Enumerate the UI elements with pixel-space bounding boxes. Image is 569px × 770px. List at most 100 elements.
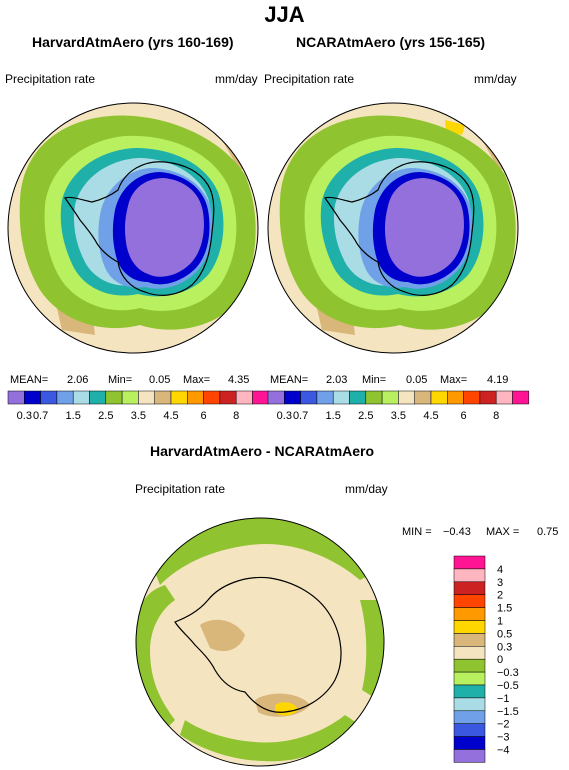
diff-colorbar-tick-label: −1 xyxy=(497,693,510,705)
right-panel-variable: Precipitation rate xyxy=(264,72,355,86)
left-colorbar-swatch xyxy=(170,390,188,405)
diff-colorbar-swatch xyxy=(453,697,486,712)
diff-max-label: MAX = xyxy=(486,526,520,538)
diff-colorbar-swatch xyxy=(453,555,486,570)
right-colorbar-tick-label: 4.5 xyxy=(423,410,438,422)
left-panel-title: HarvardAtmAero (yrs 160-169) xyxy=(32,34,234,50)
diff-panel-title: HarvardAtmAero - NCARAtmAero xyxy=(150,443,375,459)
diff-colorbar-swatch xyxy=(453,594,486,608)
left-colorbar-swatch xyxy=(72,390,90,405)
left-map xyxy=(8,103,258,353)
right-mean-label: MEAN= xyxy=(270,374,309,386)
left-min-value: 0.05 xyxy=(149,374,171,386)
diff-colorbar-swatch xyxy=(453,607,486,621)
left-colorbar-tick-label: 8 xyxy=(233,410,239,422)
right-panel-title: NCARAtmAero (yrs 156-165) xyxy=(296,34,486,50)
diff-min-value: −0.43 xyxy=(443,526,471,538)
diff-map-background xyxy=(136,518,384,766)
diff-colorbar-tick-label: 1.5 xyxy=(497,603,512,615)
diff-green-right xyxy=(360,600,384,700)
diff-min-label: MIN = xyxy=(402,526,432,538)
left-colorbar-swatch xyxy=(252,390,270,405)
right-colorbar-tick-label: 0.3 xyxy=(277,410,292,422)
diff-colorbar-tick-label: −1.5 xyxy=(497,706,519,718)
right-colorbar-tick-label: 1.5 xyxy=(326,410,341,422)
diff-colorbar-tick-label: −2 xyxy=(497,719,510,731)
left-colorbar-swatch xyxy=(121,390,139,405)
diff-colorbar-tick-label: 2 xyxy=(497,590,503,602)
right-colorbar-swatch xyxy=(284,390,301,405)
left-max-value: 4.35 xyxy=(228,374,250,386)
right-min-value: 0.05 xyxy=(406,374,428,386)
diff-colorbar-tick-label: 0.5 xyxy=(497,628,512,640)
diff-colorbar-swatch xyxy=(453,568,486,583)
left-colorbar-swatch xyxy=(203,390,221,405)
right-max-value: 4.19 xyxy=(487,374,509,386)
right-purple-core xyxy=(384,178,464,277)
diff-green-bottom xyxy=(180,715,360,762)
left-colorbar-tick-label: 6 xyxy=(201,410,207,422)
right-colorbar-tick-label: 8 xyxy=(493,410,499,422)
right-colorbar-swatch xyxy=(381,390,399,405)
right-colorbar-tick-label: 2.5 xyxy=(358,410,373,422)
left-colorbar-tick-label: 4.5 xyxy=(163,410,178,422)
diff-colorbar-swatch xyxy=(453,684,486,699)
right-colorbar-swatch xyxy=(447,390,464,405)
diff-colorbar-swatch xyxy=(453,723,486,737)
diff-map-frame xyxy=(135,517,385,767)
right-colorbar-swatch xyxy=(512,390,530,405)
right-colorbar-tick-label: 3.5 xyxy=(391,410,406,422)
diff-colorbar-swatch xyxy=(453,633,486,647)
diff-colorbar-tick-label: 1 xyxy=(497,616,503,628)
right-antarctica-outline xyxy=(324,161,475,296)
left-colorbar-tick-label: 2.5 xyxy=(98,410,113,422)
right-colorbar-swatch xyxy=(479,390,497,405)
diff-colorbar-swatch xyxy=(453,671,486,686)
right-colorbar: 0.3 0.7 1.5 2.5 3.5 4.5 6 8 xyxy=(267,390,530,422)
diff-colorbar-tick-label: −0.5 xyxy=(497,680,519,692)
diff-colorbar-swatch xyxy=(453,581,486,595)
right-colorbar-swatch xyxy=(316,390,334,405)
diff-colorbar-swatch xyxy=(453,658,486,673)
left-antarctica-outline xyxy=(64,161,215,296)
left-colorbar-tick-label: 1.5 xyxy=(66,410,81,422)
diff-map xyxy=(136,518,384,766)
diff-colorbar-tick-label: 4 xyxy=(497,564,503,576)
diff-colorbar-swatch xyxy=(453,646,486,660)
left-colorbar-tick-label: 0.3 xyxy=(17,410,32,422)
right-max-label: Max= xyxy=(440,374,468,386)
left-colorbar-swatch xyxy=(7,390,25,405)
left-colorbar-swatch xyxy=(235,390,253,405)
left-purple-core xyxy=(124,178,204,277)
left-colorbar-swatch xyxy=(40,390,58,405)
right-colorbar-swatch xyxy=(398,390,415,405)
left-min-label: Min= xyxy=(108,374,133,386)
left-colorbar-swatch xyxy=(154,390,172,405)
left-max-label: Max= xyxy=(183,374,211,386)
diff-colorbar-tick-label: −4 xyxy=(497,745,510,757)
diff-colorbar-swatch xyxy=(453,749,486,763)
diff-colorbar-tick-label: 3 xyxy=(497,577,503,589)
diff-colorbar-tick-label: 0.3 xyxy=(497,641,512,653)
left-colorbar-swatch xyxy=(219,390,237,405)
left-colorbar-swatch xyxy=(24,390,41,405)
right-mean-value: 2.03 xyxy=(326,374,348,386)
diff-antarctica-outline xyxy=(174,576,342,713)
right-panel-units: mm/day xyxy=(474,72,517,86)
diff-colorbar-tick-label: 0 xyxy=(497,654,503,666)
right-colorbar-swatch xyxy=(332,390,350,405)
right-min-label: Min= xyxy=(362,374,387,386)
left-mean-value: 2.06 xyxy=(67,374,89,386)
left-colorbar-swatch xyxy=(89,390,107,405)
right-colorbar-swatch xyxy=(267,390,285,405)
left-colorbar-swatch xyxy=(187,390,204,405)
right-colorbar-swatch xyxy=(430,390,448,405)
right-colorbar-tick-label: 6 xyxy=(461,410,467,422)
left-colorbar-swatch xyxy=(138,390,155,405)
left-colorbar: 0.3 0.7 1.5 2.5 3.5 4.5 6 8 xyxy=(7,390,270,422)
right-colorbar-swatch xyxy=(300,390,318,405)
diff-colorbar-tick-label: −0.3 xyxy=(497,667,519,679)
left-panel-units: mm/day xyxy=(215,72,258,86)
